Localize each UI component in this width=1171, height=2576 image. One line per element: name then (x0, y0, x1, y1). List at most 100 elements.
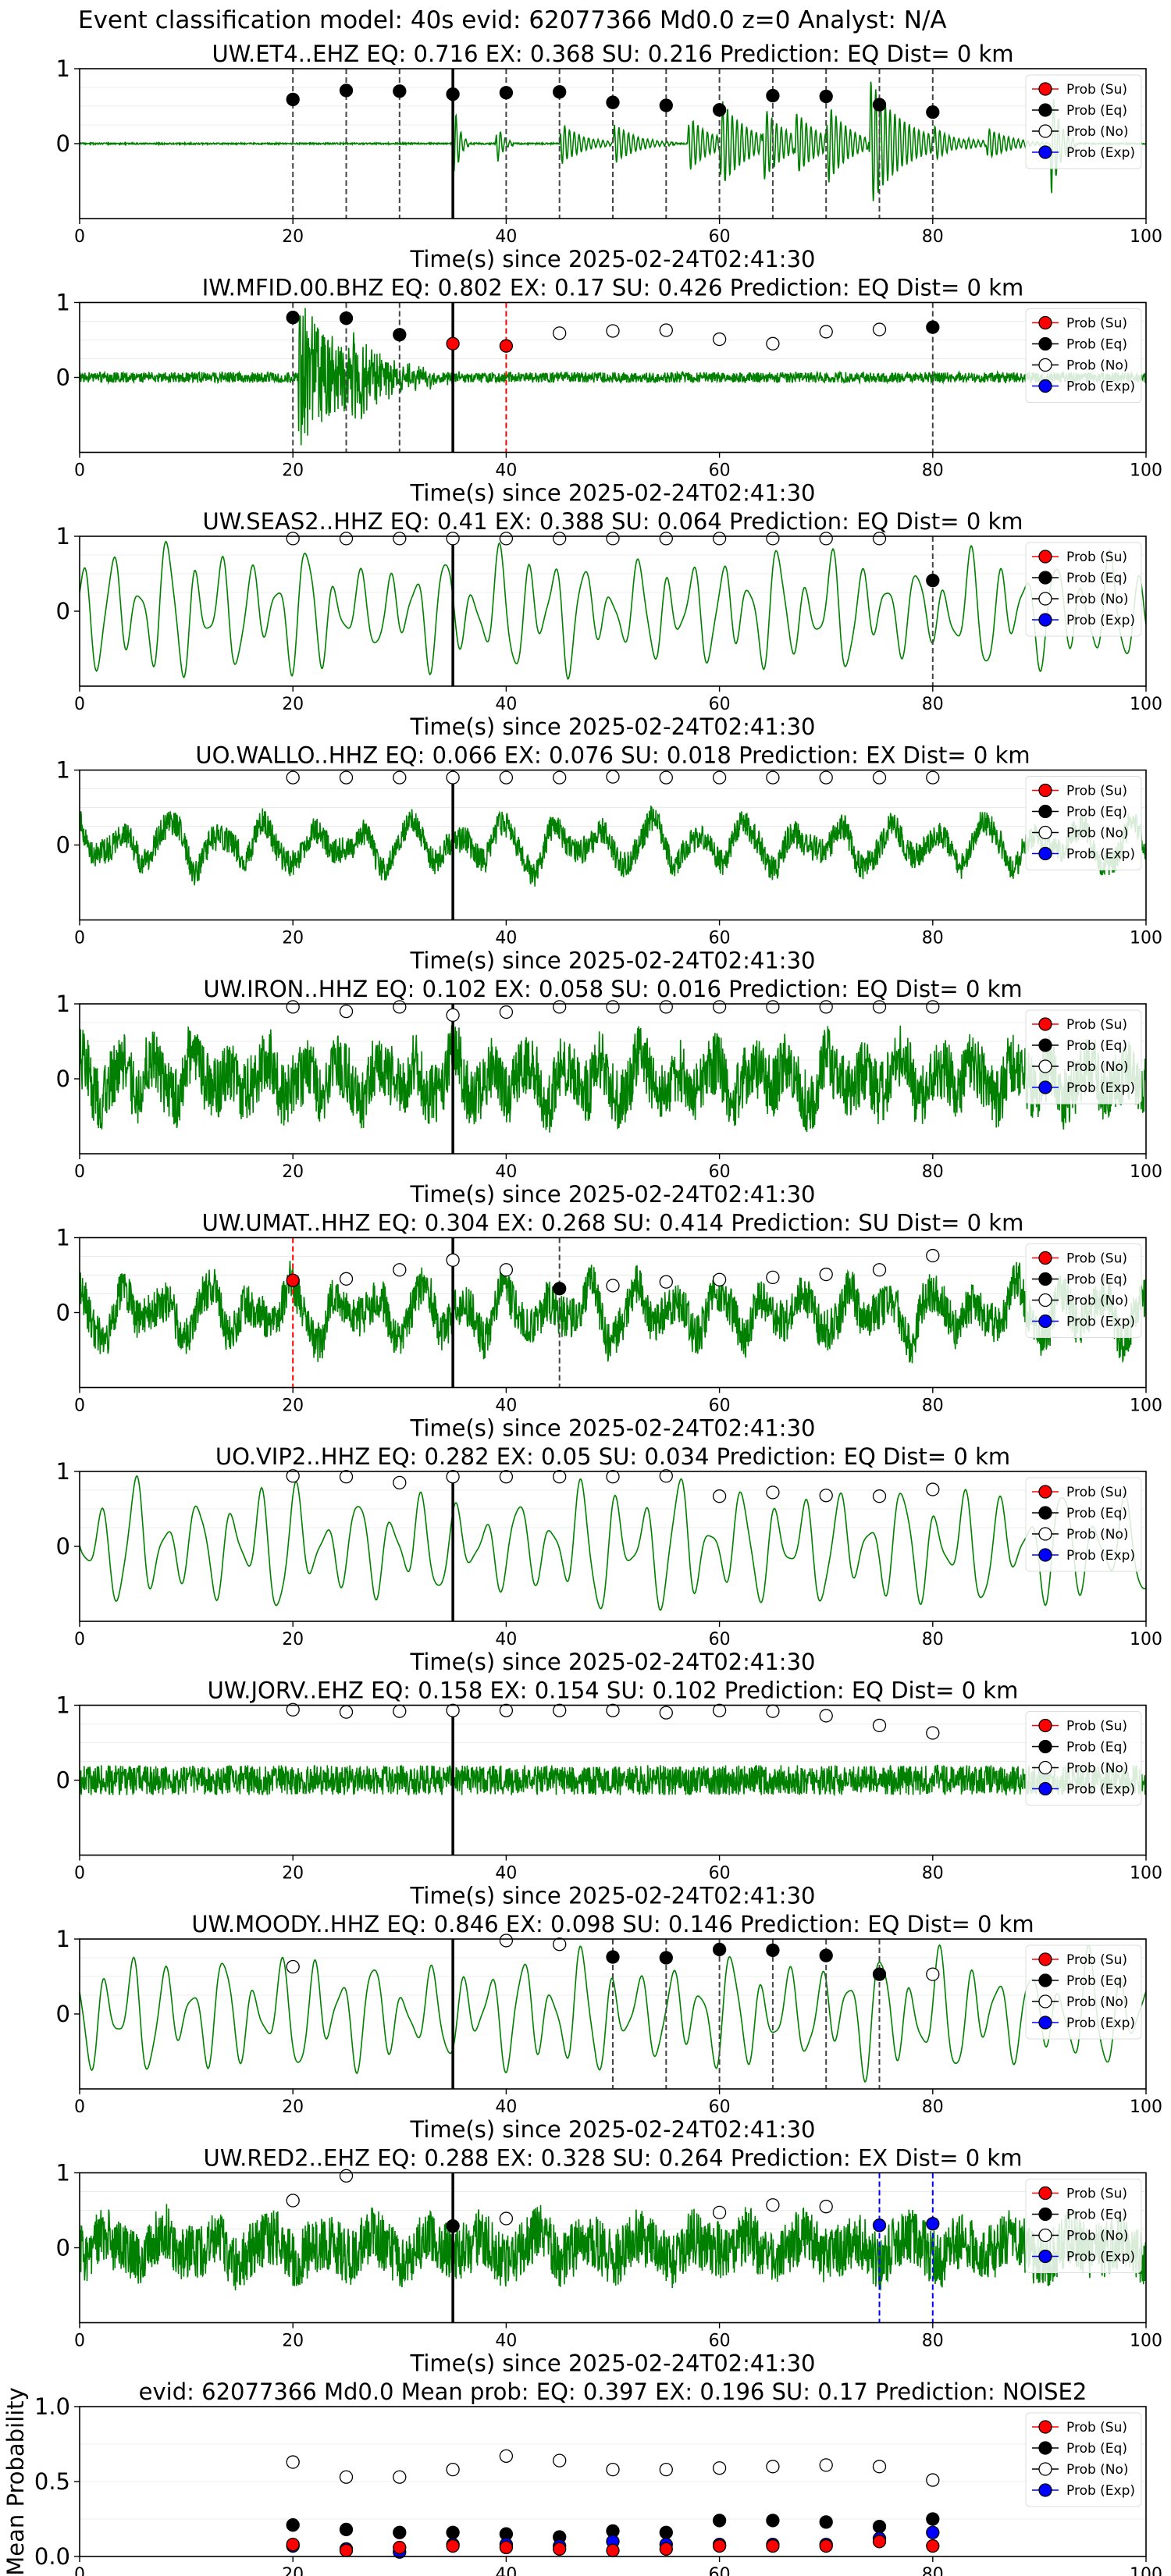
legend-marker-su (1038, 1718, 1052, 1733)
legend-label: Prob (Eq) (1066, 805, 1127, 820)
plot-area (80, 302, 1146, 453)
x-tick-label: 20 (282, 2097, 304, 2117)
legend-marker-su (1038, 1017, 1052, 1031)
legend-marker-su (1038, 82, 1052, 96)
prob-point-eq (606, 1950, 620, 1964)
x-axis-label: Time(s) since 2025-02-24T02:41:30 (410, 713, 816, 740)
prob-point-no (659, 532, 673, 546)
mean-prob-point-su (766, 2539, 780, 2553)
prob-point-no (606, 1279, 620, 1293)
prob-point-no (393, 770, 407, 785)
prob-point-no (339, 1470, 354, 1484)
y-axis-label: Mean Probability (2, 2387, 29, 2576)
subplot-4: UO.WALLO..HHZ EQ: 0.066 EX: 0.076 SU: 0.… (56, 742, 1162, 974)
legend-label: Prob (Su) (1066, 784, 1127, 799)
x-tick-label: 100 (1130, 1162, 1162, 1182)
legend-label: Prob (Exp) (1066, 2250, 1135, 2265)
legend-label: Prob (Eq) (1066, 2441, 1127, 2457)
legend-label: Prob (No) (1066, 1293, 1129, 1309)
legend: Prob (Su) Prob (Eq) Prob (No) Prob (Exp) (1025, 308, 1142, 403)
x-tick-label: 80 (922, 1864, 944, 1884)
subplot-title: UW.ET4..EHZ EQ: 0.716 EX: 0.368 SU: 0.21… (212, 41, 1013, 67)
legend-label: Prob (Exp) (1066, 613, 1135, 628)
y-tick-label: 1 (56, 757, 70, 784)
x-tick-label: 20 (282, 461, 304, 481)
legend: Prob (Su) Prob (Eq) Prob (No) Prob (Exp) (1025, 542, 1142, 637)
legend-box (1025, 1944, 1142, 2040)
legend-label: Prob (Su) (1066, 1017, 1127, 1033)
legend-label: Prob (Su) (1066, 2420, 1127, 2435)
prob-point-no (926, 1482, 940, 1496)
legend-marker-no (1038, 592, 1052, 606)
mean-prob-point-no (659, 2462, 673, 2477)
legend: Prob (Su) Prob (Eq) Prob (No) Prob (Exp) (1025, 1944, 1142, 2040)
x-tick-label: 20 (282, 2332, 304, 2351)
prob-point-no (766, 1270, 780, 1285)
legend-label: Prob (Eq) (1066, 2208, 1127, 2223)
x-tick-label: 0 (74, 2332, 85, 2351)
prob-point-no (553, 1470, 567, 1484)
prob-point-eq (819, 1948, 833, 1962)
legend-label: Prob (Eq) (1066, 1740, 1127, 1756)
prob-point-su (286, 1273, 300, 1287)
prob-point-no (712, 1703, 727, 1717)
y-tick-label: 0 (56, 2001, 70, 2027)
subplot-title: UO.VIP2..HHZ EQ: 0.282 EX: 0.05 SU: 0.03… (215, 1443, 1010, 1470)
x-tick-label: 0 (74, 929, 85, 948)
prob-point-no (659, 1000, 673, 1014)
x-axis-label: Time(s) since 2025-02-24T02:41:30 (410, 948, 816, 974)
x-tick-label: 80 (922, 2332, 944, 2351)
mean-prob-point-su (499, 2540, 514, 2555)
prob-point-eq (553, 85, 567, 99)
legend-label: Prob (Exp) (1066, 145, 1135, 161)
mean-prob-point-su (819, 2539, 833, 2553)
prob-point-no (712, 1489, 727, 1503)
x-axis-label: Time(s) since 2025-02-24T02:41:30 (410, 2116, 816, 2143)
waveform-trace (80, 540, 1146, 681)
prob-point-no (872, 1718, 887, 1733)
x-tick-label: 40 (495, 2332, 517, 2351)
y-tick-label: 1 (56, 55, 70, 82)
prob-point-no (339, 1705, 354, 1719)
legend-marker-eq (1038, 1506, 1052, 1520)
prob-point-no (712, 532, 727, 546)
legend-label: Prob (Eq) (1066, 1973, 1127, 1989)
prob-point-no (553, 1937, 567, 1952)
prob-point-eq (926, 105, 940, 119)
legend-marker-no (1038, 1527, 1052, 1541)
mean-prob-point-no (339, 2470, 354, 2484)
legend-box (1025, 776, 1142, 870)
x-tick-label: 100 (1130, 2565, 1162, 2576)
x-tick-label: 100 (1130, 461, 1162, 481)
x-tick-label: 40 (495, 1397, 517, 1416)
mean-prob-point-eq (446, 2525, 460, 2539)
prob-point-no (339, 532, 354, 546)
legend-label: Prob (Exp) (1066, 2016, 1135, 2031)
prob-point-no (499, 532, 514, 546)
prob-point-no (659, 1275, 673, 1289)
mean-prob-point-no (766, 2460, 780, 2474)
prob-point-eq (339, 311, 354, 326)
x-tick-label: 60 (709, 1162, 731, 1182)
prob-point-eq (926, 320, 940, 334)
legend-marker-su (1038, 1485, 1052, 1499)
plot-area (80, 536, 1146, 686)
legend-marker-no (1038, 1293, 1052, 1308)
y-tick-label: 1 (56, 290, 70, 316)
mean-prob-point-su (872, 2535, 887, 2549)
mean-prob-point-no (926, 2473, 940, 2487)
prob-point-no (393, 532, 407, 546)
legend-box (1025, 74, 1142, 169)
x-tick-label: 80 (922, 2097, 944, 2117)
prob-point-eq (393, 84, 407, 98)
legend-marker-no (1038, 1994, 1052, 2008)
prob-point-no (926, 1726, 940, 1740)
prob-point-no (872, 770, 887, 785)
legend-marker-su (1038, 2186, 1052, 2201)
subplot-9: UW.MOODY..HHZ EQ: 0.846 EX: 0.098 SU: 0.… (56, 1911, 1162, 2143)
prob-point-no (286, 1000, 300, 1014)
legend-label: Prob (Exp) (1066, 1548, 1135, 1564)
prob-point-eq (553, 1282, 567, 1296)
subplot-7: UO.VIP2..HHZ EQ: 0.282 EX: 0.05 SU: 0.03… (56, 1443, 1162, 1675)
plot-area (80, 770, 1146, 920)
